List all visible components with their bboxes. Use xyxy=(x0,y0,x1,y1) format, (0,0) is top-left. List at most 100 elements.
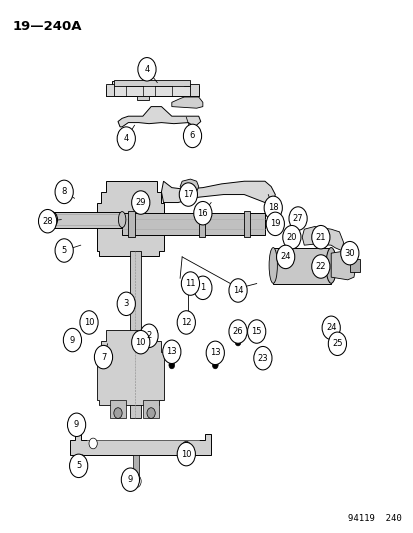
Text: 30: 30 xyxy=(344,249,354,257)
Polygon shape xyxy=(114,80,190,86)
Circle shape xyxy=(235,338,240,346)
Polygon shape xyxy=(109,400,126,418)
Polygon shape xyxy=(97,330,163,405)
Polygon shape xyxy=(128,211,134,237)
Text: 6: 6 xyxy=(190,132,195,140)
Circle shape xyxy=(140,324,158,348)
Circle shape xyxy=(212,361,218,369)
Text: 1: 1 xyxy=(200,284,205,292)
Polygon shape xyxy=(244,211,250,237)
Polygon shape xyxy=(190,84,198,96)
Circle shape xyxy=(263,196,282,220)
Text: 9: 9 xyxy=(74,421,79,429)
Circle shape xyxy=(94,345,112,369)
Text: 8: 8 xyxy=(62,188,66,196)
Text: 29: 29 xyxy=(135,198,146,207)
Polygon shape xyxy=(118,107,200,127)
Text: 16: 16 xyxy=(197,209,208,217)
Circle shape xyxy=(69,454,88,478)
Circle shape xyxy=(114,408,122,418)
Circle shape xyxy=(321,316,339,340)
Polygon shape xyxy=(330,251,355,280)
Circle shape xyxy=(55,239,73,262)
Text: 2: 2 xyxy=(146,332,151,340)
Circle shape xyxy=(177,311,195,334)
Circle shape xyxy=(179,183,197,206)
Text: 13: 13 xyxy=(166,348,177,356)
Polygon shape xyxy=(70,434,211,455)
Polygon shape xyxy=(301,227,343,251)
Polygon shape xyxy=(273,248,330,284)
Ellipse shape xyxy=(118,212,126,228)
Circle shape xyxy=(89,438,97,449)
Circle shape xyxy=(276,245,294,269)
Circle shape xyxy=(266,212,284,236)
Text: 4: 4 xyxy=(123,134,128,143)
Text: 9: 9 xyxy=(70,336,75,344)
Polygon shape xyxy=(105,84,114,96)
Circle shape xyxy=(185,273,191,281)
Text: 18: 18 xyxy=(267,204,278,212)
Text: 94119  240: 94119 240 xyxy=(347,514,401,523)
Circle shape xyxy=(121,468,139,491)
Circle shape xyxy=(131,330,150,354)
Text: 26: 26 xyxy=(232,327,243,336)
Circle shape xyxy=(162,340,180,364)
Polygon shape xyxy=(97,181,163,256)
Circle shape xyxy=(138,58,156,81)
Circle shape xyxy=(253,346,271,370)
Circle shape xyxy=(147,408,155,418)
Polygon shape xyxy=(105,81,198,96)
Polygon shape xyxy=(142,400,159,418)
Circle shape xyxy=(117,127,135,150)
Circle shape xyxy=(55,180,73,204)
Text: 23: 23 xyxy=(257,354,268,362)
Circle shape xyxy=(177,442,195,466)
Text: 10: 10 xyxy=(83,318,94,327)
Text: 21: 21 xyxy=(315,233,325,241)
Text: 19: 19 xyxy=(269,220,280,228)
Circle shape xyxy=(247,320,265,343)
Circle shape xyxy=(228,279,247,302)
Polygon shape xyxy=(136,96,149,100)
Ellipse shape xyxy=(325,247,336,284)
Polygon shape xyxy=(161,181,275,203)
Circle shape xyxy=(117,292,135,316)
Text: 5: 5 xyxy=(76,462,81,470)
Circle shape xyxy=(181,272,199,295)
Text: 17: 17 xyxy=(183,190,193,199)
Polygon shape xyxy=(130,251,140,418)
Ellipse shape xyxy=(268,247,277,284)
Circle shape xyxy=(131,191,150,214)
Polygon shape xyxy=(171,97,202,108)
Polygon shape xyxy=(52,212,122,228)
Circle shape xyxy=(185,319,191,326)
Circle shape xyxy=(183,124,201,148)
Circle shape xyxy=(38,209,57,233)
Text: 28: 28 xyxy=(42,217,53,225)
Text: 10: 10 xyxy=(135,338,146,346)
Text: 9: 9 xyxy=(128,475,133,484)
Circle shape xyxy=(80,311,98,334)
Polygon shape xyxy=(349,259,359,272)
Text: 24: 24 xyxy=(325,324,336,332)
Circle shape xyxy=(328,332,346,356)
Circle shape xyxy=(193,276,211,300)
Circle shape xyxy=(206,341,224,365)
Text: 27: 27 xyxy=(292,214,303,223)
Text: 13: 13 xyxy=(209,349,220,357)
Circle shape xyxy=(146,340,152,348)
Text: 22: 22 xyxy=(315,262,325,271)
Ellipse shape xyxy=(46,212,57,228)
Text: 19—240A: 19—240A xyxy=(12,20,82,33)
Circle shape xyxy=(67,413,85,437)
Circle shape xyxy=(288,207,306,230)
Circle shape xyxy=(311,225,329,249)
Text: 24: 24 xyxy=(280,253,290,261)
Polygon shape xyxy=(180,179,198,194)
Text: 12: 12 xyxy=(180,318,191,327)
Circle shape xyxy=(311,255,329,278)
Text: 10: 10 xyxy=(180,450,191,458)
Circle shape xyxy=(182,441,190,452)
Circle shape xyxy=(63,328,81,352)
